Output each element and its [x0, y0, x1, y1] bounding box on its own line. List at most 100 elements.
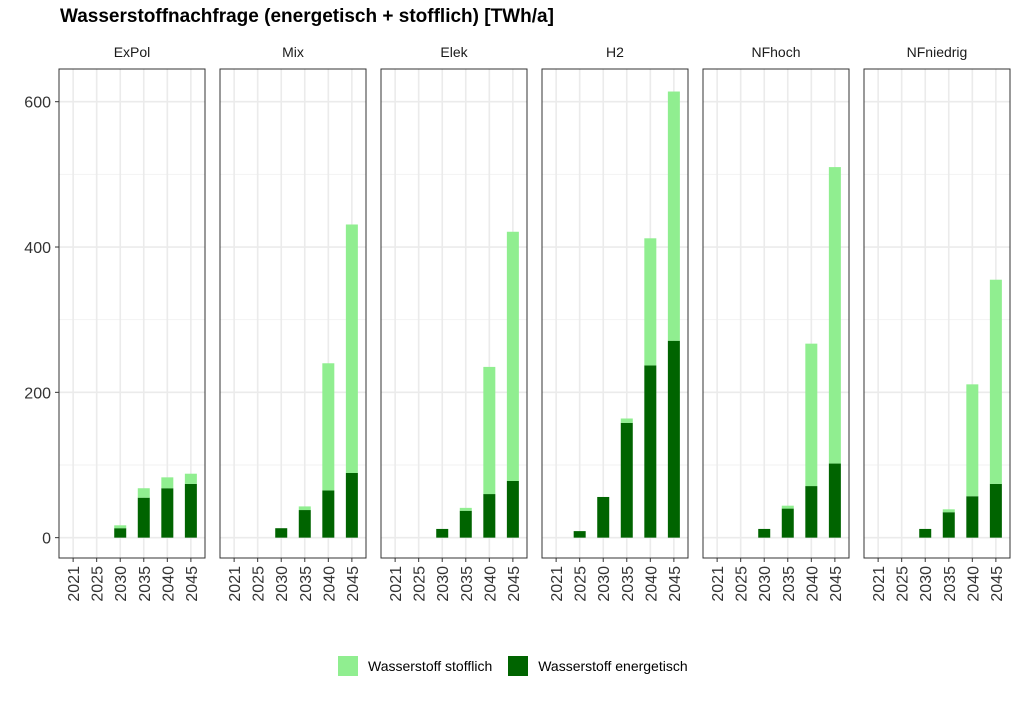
- x-tick-label: 2035: [942, 566, 959, 602]
- y-tick-label: 600: [24, 95, 51, 112]
- x-tick-label: 2045: [506, 566, 523, 602]
- x-tick-label: 2040: [965, 566, 982, 602]
- bar-segment: [345, 472, 358, 538]
- facet-panel-elek: Elek 2021 2025 2030 2035 2040 2045: [380, 44, 528, 602]
- legend: Wasserstoff stofflich Wasserstoff energe…: [338, 656, 704, 676]
- legend-swatch-stofflich: [338, 656, 358, 676]
- x-tick-label: 2035: [137, 566, 154, 602]
- x-tick-label: 2035: [298, 566, 315, 602]
- facet-label: Elek: [440, 44, 468, 60]
- x-tick-label: 2035: [459, 566, 476, 602]
- bar-segment: [322, 363, 335, 491]
- bar-segment: [114, 528, 127, 538]
- facet-panel-nfniedrig: NFniedrig 2021 2025 2030 2035 2040 2045: [863, 44, 1011, 602]
- bar-segment: [275, 528, 288, 538]
- y-tick-label: 200: [24, 385, 51, 402]
- x-tick-label: 2025: [573, 566, 590, 602]
- facet-label: NFniedrig: [907, 44, 968, 60]
- x-tick-label: 2040: [482, 566, 499, 602]
- bar-segment: [137, 497, 150, 538]
- legend-swatch-energetisch: [508, 656, 529, 676]
- bar-segment: [667, 340, 680, 538]
- facet-panel-mix: Mix 2021 2025 2030 2035 2040 2045: [219, 44, 367, 602]
- facet-panel-h2: H2 2021 2025 2030 2035 2040 2045: [541, 44, 689, 602]
- panel-border: [863, 68, 1011, 559]
- bar-segment: [137, 488, 150, 498]
- bar-segment: [298, 510, 311, 538]
- x-tick-label: 2035: [781, 566, 798, 602]
- bar-segment: [161, 488, 174, 538]
- x-tick-label: 2030: [918, 566, 935, 602]
- x-tick-label: 2045: [989, 566, 1006, 602]
- bar-segment: [459, 507, 472, 511]
- bar-segment: [483, 494, 496, 538]
- legend-label-stofflich: Wasserstoff stofflich: [368, 658, 493, 674]
- bar-segment: [644, 365, 657, 538]
- y-tick-label: 400: [24, 240, 51, 257]
- x-tick-label: 2030: [113, 566, 130, 602]
- x-tick-label: 2025: [412, 566, 429, 602]
- bar-segment: [667, 91, 680, 341]
- legend-item-energetisch: Wasserstoff energetisch: [508, 656, 688, 676]
- bar-segment: [298, 506, 311, 511]
- bar-segment: [573, 531, 586, 538]
- legend-label-energetisch: Wasserstoff energetisch: [538, 658, 688, 674]
- x-tick-label: 2025: [734, 566, 751, 602]
- x-tick-label: 2040: [321, 566, 338, 602]
- x-tick-label: 2045: [667, 566, 684, 602]
- bar-segment: [828, 167, 841, 464]
- x-tick-label: 2021: [388, 566, 405, 602]
- bar-segment: [942, 512, 955, 538]
- x-tick-label: 2040: [643, 566, 660, 602]
- chart-title: Wasserstoffnachfrage (energetisch + stof…: [60, 6, 554, 27]
- y-tick-label: 0: [42, 531, 51, 548]
- bar-segment: [805, 486, 818, 538]
- bar-segment: [506, 480, 519, 538]
- bar-segment: [459, 510, 472, 538]
- bar-segment: [989, 279, 1002, 484]
- bar-segment: [184, 473, 197, 484]
- x-tick-label: 2025: [895, 566, 912, 602]
- bar-segment: [620, 422, 633, 538]
- bar-segment: [184, 483, 197, 538]
- x-tick-label: 2021: [871, 566, 888, 602]
- bar-segment: [161, 477, 174, 489]
- x-tick-label: 2021: [549, 566, 566, 602]
- x-tick-label: 2045: [184, 566, 201, 602]
- panel-border: [380, 68, 528, 559]
- facet-panel-nfhoch: NFhoch 2021 2025 2030 2035 2040 2045: [702, 44, 850, 602]
- bar-segment: [483, 366, 496, 495]
- bar-segment: [644, 238, 657, 366]
- x-tick-label: 2030: [757, 566, 774, 602]
- bar-segment: [781, 505, 794, 509]
- x-tick-label: 2030: [435, 566, 452, 602]
- x-tick-label: 2030: [596, 566, 613, 602]
- faceted-bar-chart: 0 200 400 600 ExPol 2021 2025 2030 2035 2040 2045 M…: [24, 44, 1011, 602]
- facet-label: ExPol: [114, 44, 151, 60]
- bar-segment: [966, 384, 979, 497]
- bar-segment: [828, 463, 841, 538]
- facet-label: H2: [606, 44, 624, 60]
- bar-segment: [322, 490, 335, 538]
- x-tick-label: 2045: [828, 566, 845, 602]
- facet-label: Mix: [282, 44, 304, 60]
- x-tick-label: 2045: [345, 566, 362, 602]
- x-tick-label: 2040: [804, 566, 821, 602]
- facet-panel-expol: ExPol 2021 2025 2030 2035 2040 2045: [58, 44, 206, 602]
- panel-border: [58, 68, 206, 559]
- x-tick-label: 2040: [160, 566, 177, 602]
- bar-segment: [114, 525, 127, 529]
- bar-segment: [781, 508, 794, 538]
- panel-border: [541, 68, 689, 559]
- bar-segment: [942, 509, 955, 513]
- x-tick-label: 2035: [620, 566, 637, 602]
- bar-segment: [989, 483, 1002, 538]
- x-tick-label: 2030: [274, 566, 291, 602]
- x-tick-label: 2025: [90, 566, 107, 602]
- bar-segment: [620, 418, 633, 423]
- panel-border: [702, 68, 850, 559]
- x-tick-label: 2021: [710, 566, 727, 602]
- x-tick-label: 2025: [251, 566, 268, 602]
- x-tick-label: 2021: [66, 566, 83, 602]
- bar-segment: [805, 343, 818, 487]
